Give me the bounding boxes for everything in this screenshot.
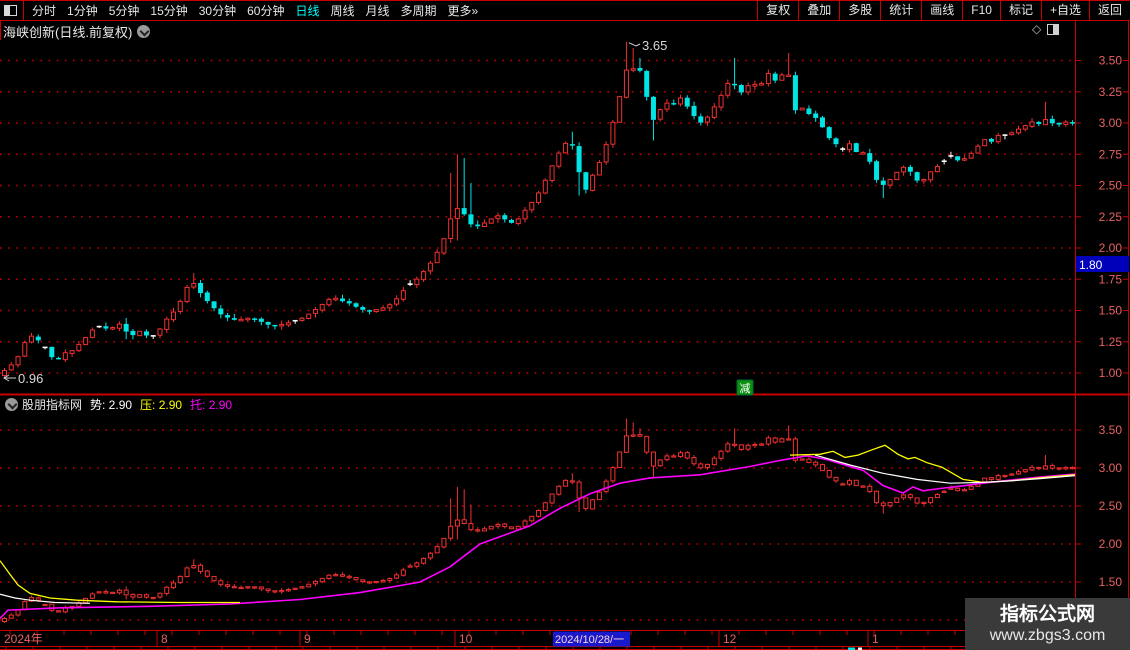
action-button-8[interactable]: 返回 bbox=[1088, 0, 1130, 21]
indicator-metric-2: 托: 2.90 bbox=[190, 398, 233, 412]
period-tab-0[interactable]: 分时 bbox=[32, 4, 57, 18]
layout-toggle-icon[interactable] bbox=[4, 5, 17, 16]
title-row: 海峡创新(日线.前复权) bbox=[0, 22, 151, 40]
action-button-5[interactable]: F10 bbox=[962, 0, 1000, 21]
svg-text:3.00: 3.00 bbox=[1099, 461, 1123, 475]
svg-text:减: 减 bbox=[740, 382, 751, 395]
svg-text:2024/10/28/一: 2024/10/28/一 bbox=[555, 634, 624, 646]
last-price-marker: 1.80 bbox=[1076, 256, 1129, 272]
indicator-candles bbox=[2, 418, 1076, 624]
indicator-name[interactable]: 股朋指标网 bbox=[22, 398, 83, 412]
watermark: 指标公式网 www.zbgs3.com bbox=[965, 598, 1130, 650]
svg-text:3.00: 3.00 bbox=[1099, 116, 1123, 130]
period-tab-9[interactable]: 多周期 bbox=[400, 4, 437, 18]
svg-text:2024年: 2024年 bbox=[4, 632, 43, 646]
action-button-4[interactable]: 画线 bbox=[921, 0, 962, 21]
svg-text:1: 1 bbox=[872, 632, 879, 646]
action-button-3[interactable]: 统计 bbox=[880, 0, 921, 21]
svg-text:3.65: 3.65 bbox=[642, 38, 667, 53]
tuo-support-line bbox=[0, 454, 1076, 620]
period-tabs: 分时 1分钟 5分钟 15分钟 30分钟 60分钟 日线 周线 月线 多周期 更多» bbox=[0, 0, 489, 21]
svg-text:2.75: 2.75 bbox=[1099, 147, 1123, 161]
svg-text:2.50: 2.50 bbox=[1099, 499, 1123, 513]
svg-text:8: 8 bbox=[161, 632, 168, 646]
period-tab-8[interactable]: 月线 bbox=[365, 4, 390, 18]
indicator-metric-1: 压: 2.90 bbox=[140, 398, 183, 412]
indicator-metrics: 势: 2.90 压: 2.90 托: 2.90 bbox=[90, 396, 232, 413]
period-tab-1[interactable]: 1分钟 bbox=[67, 4, 98, 18]
action-button-0[interactable]: 复权 bbox=[757, 0, 798, 21]
action-button-1[interactable]: 叠加 bbox=[798, 0, 839, 21]
action-buttons: 复权 叠加 多股 统计 画线 F10 标记 +自选 返回 bbox=[757, 0, 1130, 21]
svg-text:2.25: 2.25 bbox=[1099, 210, 1123, 224]
window-corner-icons: ◇ bbox=[1032, 22, 1060, 36]
svg-text:2.00: 2.00 bbox=[1099, 537, 1123, 551]
reduce-badge: 减 bbox=[736, 379, 754, 396]
main-grid: 3.50 3.25 3.00 2.75 2.50 2.25 2.00 1.75 1.50 1.25… bbox=[0, 54, 1128, 380]
main-candles bbox=[2, 41, 1076, 378]
period-tab-5[interactable]: 60分钟 bbox=[247, 4, 285, 18]
toolbar-divider bbox=[23, 0, 24, 21]
svg-text:1.50: 1.50 bbox=[1099, 304, 1123, 318]
watermark-url: www.zbgs3.com bbox=[989, 626, 1106, 644]
period-toolbar: 分时 1分钟 5分钟 15分钟 30分钟 60分钟 日线 周线 月线 多周期 更多» 复权 叠加 多股统… bbox=[0, 0, 1130, 21]
title-dropdown-icon[interactable] bbox=[137, 24, 151, 38]
period-tab-10[interactable]: 更多» bbox=[447, 4, 479, 18]
svg-text:9: 9 bbox=[304, 632, 311, 646]
split-view-icon[interactable] bbox=[1047, 23, 1060, 35]
shi-trend-line-1 bbox=[814, 454, 1076, 484]
svg-text:1.75: 1.75 bbox=[1099, 272, 1123, 286]
svg-text:2.00: 2.00 bbox=[1099, 241, 1123, 255]
svg-text:1.50: 1.50 bbox=[1099, 575, 1123, 589]
time-axis: 2024年 8 9 10 12 1 2024/10/28/一 bbox=[4, 631, 1114, 650]
ya-pressure-line-1 bbox=[789, 444, 1076, 484]
action-button-2[interactable]: 多股 bbox=[839, 0, 880, 21]
svg-text:10: 10 bbox=[459, 632, 473, 646]
svg-text:3.50: 3.50 bbox=[1099, 423, 1123, 437]
annotations: 3.65 0.96 bbox=[3, 38, 667, 386]
diamond-icon[interactable]: ◇ bbox=[1032, 22, 1042, 36]
svg-text:3.25: 3.25 bbox=[1099, 85, 1123, 99]
action-button-7[interactable]: +自选 bbox=[1040, 0, 1089, 21]
svg-text:0.96: 0.96 bbox=[18, 371, 43, 386]
indicator-header: 股朋指标网 势: 2.90 压: 2.90 托: 2.90 bbox=[0, 397, 232, 412]
svg-text:1.80: 1.80 bbox=[1079, 258, 1103, 272]
period-tab-3[interactable]: 15分钟 bbox=[150, 4, 188, 18]
action-button-6[interactable]: 标记 bbox=[999, 0, 1041, 21]
svg-text:12: 12 bbox=[723, 632, 737, 646]
svg-text:2.50: 2.50 bbox=[1099, 179, 1123, 193]
shi-trend-line-0 bbox=[0, 593, 91, 604]
svg-text:3.50: 3.50 bbox=[1099, 54, 1123, 68]
indicator-collapse-icon[interactable] bbox=[5, 398, 18, 411]
indicator-metric-0: 势: 2.90 bbox=[90, 398, 133, 412]
period-tab-2[interactable]: 5分钟 bbox=[108, 4, 140, 18]
period-tab-7[interactable]: 周线 bbox=[330, 4, 355, 18]
svg-text:1.25: 1.25 bbox=[1099, 335, 1123, 349]
stock-title: 海峡创新(日线.前复权) bbox=[3, 24, 133, 40]
period-tab-6[interactable]: 日线 bbox=[295, 4, 320, 18]
ya-pressure-line-0 bbox=[0, 560, 240, 604]
svg-text:1.00: 1.00 bbox=[1099, 366, 1123, 380]
watermark-title: 指标公式网 bbox=[999, 603, 1095, 625]
period-tab-4[interactable]: 30分钟 bbox=[198, 4, 237, 18]
